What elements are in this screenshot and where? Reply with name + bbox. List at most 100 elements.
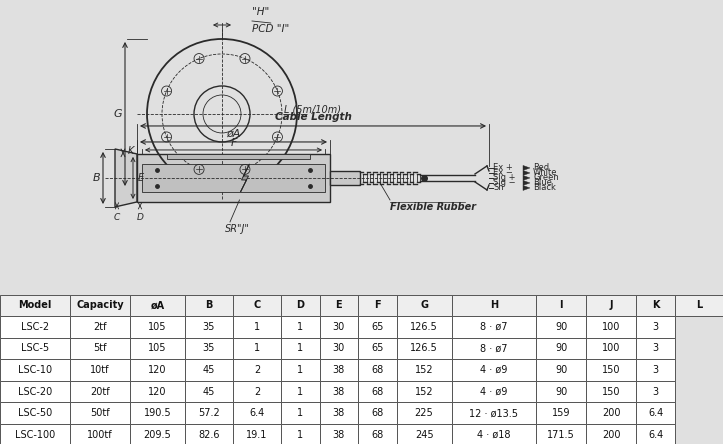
Text: 3: 3 xyxy=(653,344,659,353)
Text: 150: 150 xyxy=(602,365,620,375)
Bar xyxy=(358,381,397,402)
Bar xyxy=(636,338,675,359)
Bar xyxy=(233,316,281,338)
Bar xyxy=(452,316,536,338)
Text: 190.5: 190.5 xyxy=(144,408,171,418)
Bar xyxy=(586,402,636,424)
Bar xyxy=(636,424,675,444)
Polygon shape xyxy=(523,180,530,186)
Text: 65: 65 xyxy=(371,344,384,353)
Bar xyxy=(130,381,185,402)
Text: Ex −: Ex − xyxy=(493,168,513,178)
Text: 45: 45 xyxy=(202,365,215,375)
Bar xyxy=(397,381,452,402)
Text: B: B xyxy=(93,173,100,183)
Bar xyxy=(397,294,452,316)
Bar xyxy=(320,338,358,359)
Text: 57.2: 57.2 xyxy=(198,408,220,418)
Text: 4 · ø9: 4 · ø9 xyxy=(480,387,508,396)
Text: 120: 120 xyxy=(148,387,167,396)
Bar xyxy=(536,359,586,381)
Text: 82.6: 82.6 xyxy=(198,430,220,440)
Text: 10tf: 10tf xyxy=(90,365,110,375)
Text: 1: 1 xyxy=(297,322,304,332)
Bar xyxy=(281,359,320,381)
Text: 100: 100 xyxy=(602,344,620,353)
Text: Ex +: Ex + xyxy=(493,163,513,172)
Text: 65: 65 xyxy=(371,322,384,332)
Bar xyxy=(636,402,675,424)
Bar xyxy=(452,424,536,444)
Bar xyxy=(536,402,586,424)
Bar xyxy=(536,316,586,338)
Bar xyxy=(636,316,675,338)
Text: Green: Green xyxy=(533,174,559,182)
Bar xyxy=(358,316,397,338)
Bar xyxy=(586,381,636,402)
Text: 209.5: 209.5 xyxy=(144,430,171,440)
Polygon shape xyxy=(523,170,530,175)
Text: 4 · ø9: 4 · ø9 xyxy=(480,365,508,375)
Text: Capacity: Capacity xyxy=(77,300,124,310)
Text: Black: Black xyxy=(533,183,556,192)
Text: 90: 90 xyxy=(555,322,568,332)
Text: SR"J": SR"J" xyxy=(225,224,250,234)
Bar xyxy=(70,381,130,402)
Bar xyxy=(330,171,360,185)
Text: Cable Length: Cable Length xyxy=(275,112,351,122)
Text: 3: 3 xyxy=(653,365,659,375)
Text: D: D xyxy=(296,300,304,310)
Text: PCD "I": PCD "I" xyxy=(252,24,289,34)
Text: 35: 35 xyxy=(202,344,215,353)
Text: 4 · ø18: 4 · ø18 xyxy=(477,430,510,440)
Bar xyxy=(281,402,320,424)
Bar xyxy=(281,294,320,316)
Text: 225: 225 xyxy=(415,408,434,418)
Bar xyxy=(397,359,452,381)
Bar xyxy=(137,154,330,202)
Polygon shape xyxy=(523,175,530,180)
Bar xyxy=(281,316,320,338)
Bar xyxy=(586,294,636,316)
Text: Flexible Rubber: Flexible Rubber xyxy=(390,202,476,212)
Text: 8 · ø7: 8 · ø7 xyxy=(480,322,508,332)
Bar xyxy=(233,381,281,402)
Bar xyxy=(358,338,397,359)
Text: 159: 159 xyxy=(552,408,570,418)
Bar xyxy=(586,316,636,338)
Bar xyxy=(233,359,281,381)
Text: 3: 3 xyxy=(653,387,659,396)
Text: 5tf: 5tf xyxy=(93,344,107,353)
Text: 100tf: 100tf xyxy=(87,430,113,440)
Polygon shape xyxy=(241,164,249,192)
Text: G: G xyxy=(420,300,428,310)
Bar xyxy=(185,402,233,424)
Bar xyxy=(130,402,185,424)
Text: 45: 45 xyxy=(202,387,215,396)
Text: I: I xyxy=(560,300,563,310)
Bar xyxy=(397,424,452,444)
Text: 90: 90 xyxy=(555,387,568,396)
Bar xyxy=(130,424,185,444)
Bar xyxy=(185,294,233,316)
Text: 50tf: 50tf xyxy=(90,408,110,418)
Text: 1: 1 xyxy=(297,344,304,353)
Text: B: B xyxy=(205,300,213,310)
Bar xyxy=(281,424,320,444)
Text: 152: 152 xyxy=(415,387,433,396)
Bar xyxy=(586,359,636,381)
Bar xyxy=(281,381,320,402)
Bar xyxy=(0,338,70,359)
Text: 2: 2 xyxy=(254,387,260,396)
Bar xyxy=(320,359,358,381)
Text: 90: 90 xyxy=(555,365,568,375)
Text: L: L xyxy=(696,300,702,310)
Bar xyxy=(167,154,310,159)
Text: 1: 1 xyxy=(254,344,260,353)
Text: 126.5: 126.5 xyxy=(410,322,438,332)
Text: E: E xyxy=(335,300,342,310)
Text: 200: 200 xyxy=(602,430,620,440)
Text: 1: 1 xyxy=(254,322,260,332)
Text: C: C xyxy=(114,213,120,222)
Text: H: H xyxy=(489,300,498,310)
